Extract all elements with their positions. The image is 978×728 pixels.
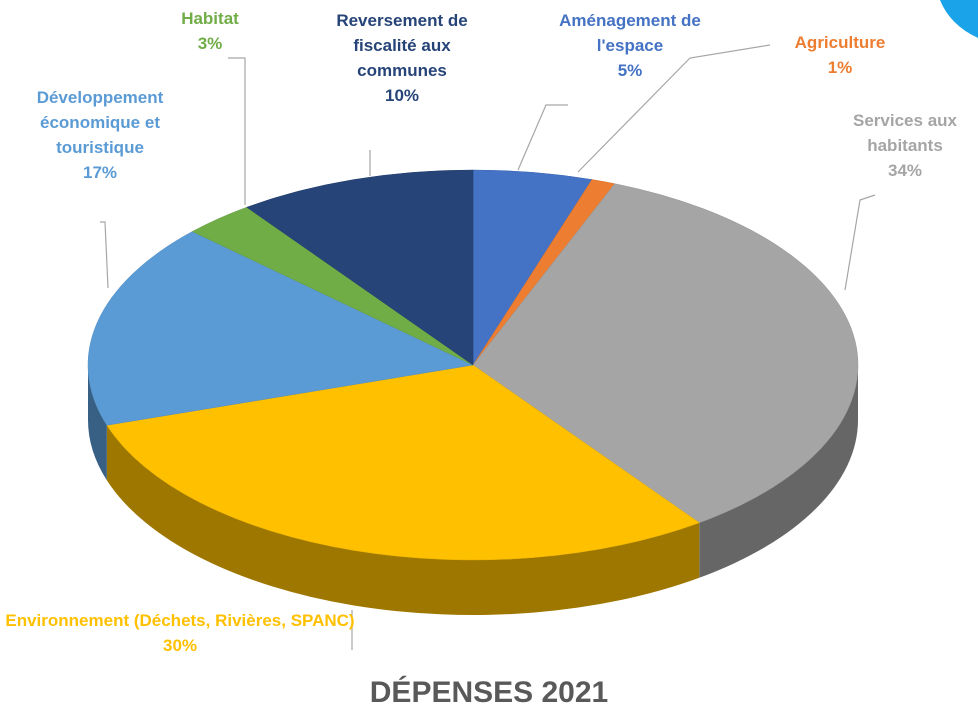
slice	[87, 231, 474, 426]
slice-side	[88, 365, 107, 481]
value-label: 10%	[384, 86, 420, 105]
value-label: 3%	[197, 34, 223, 53]
slice	[106, 364, 700, 561]
category-name: Habitat	[181, 9, 239, 28]
category-name: Environnement (Déchets, Rivières, SPANC)	[5, 611, 355, 630]
slice-label: Aménagement de l'espace 5%	[530, 8, 730, 83]
leader-lines	[100, 44, 876, 650]
slice	[472, 183, 859, 524]
category-name: Développement économique et touristique	[36, 88, 164, 157]
value-label: 34%	[887, 161, 923, 180]
slice	[246, 169, 474, 366]
slice-label: Services aux habitants 34%	[835, 108, 975, 183]
slice-side	[106, 425, 700, 615]
category-name: Agriculture	[794, 33, 886, 52]
corner-decoration	[940, 0, 978, 38]
category-name: Services aux habitants	[853, 111, 957, 155]
value-label: 5%	[617, 61, 643, 80]
category-name: Reversement de fiscalité aux communes	[336, 11, 468, 80]
slice-label: Reversement de fiscalité aux communes 10%	[312, 8, 492, 108]
value-label: 1%	[827, 58, 853, 77]
category-name: Aménagement de l'espace	[559, 11, 701, 55]
value-label: 30%	[162, 636, 198, 655]
slice-label: Agriculture 1%	[780, 30, 900, 80]
slice-label: Habitat 3%	[160, 6, 260, 56]
chart-title: DÉPENSES 2021	[369, 676, 609, 709]
slice-label: Environnement (Déchets, Rivières, SPANC)…	[0, 608, 360, 658]
slice-side	[699, 365, 858, 578]
value-label: 17%	[82, 163, 118, 182]
slice-label: Développement économique et touristique 1…	[5, 85, 195, 185]
